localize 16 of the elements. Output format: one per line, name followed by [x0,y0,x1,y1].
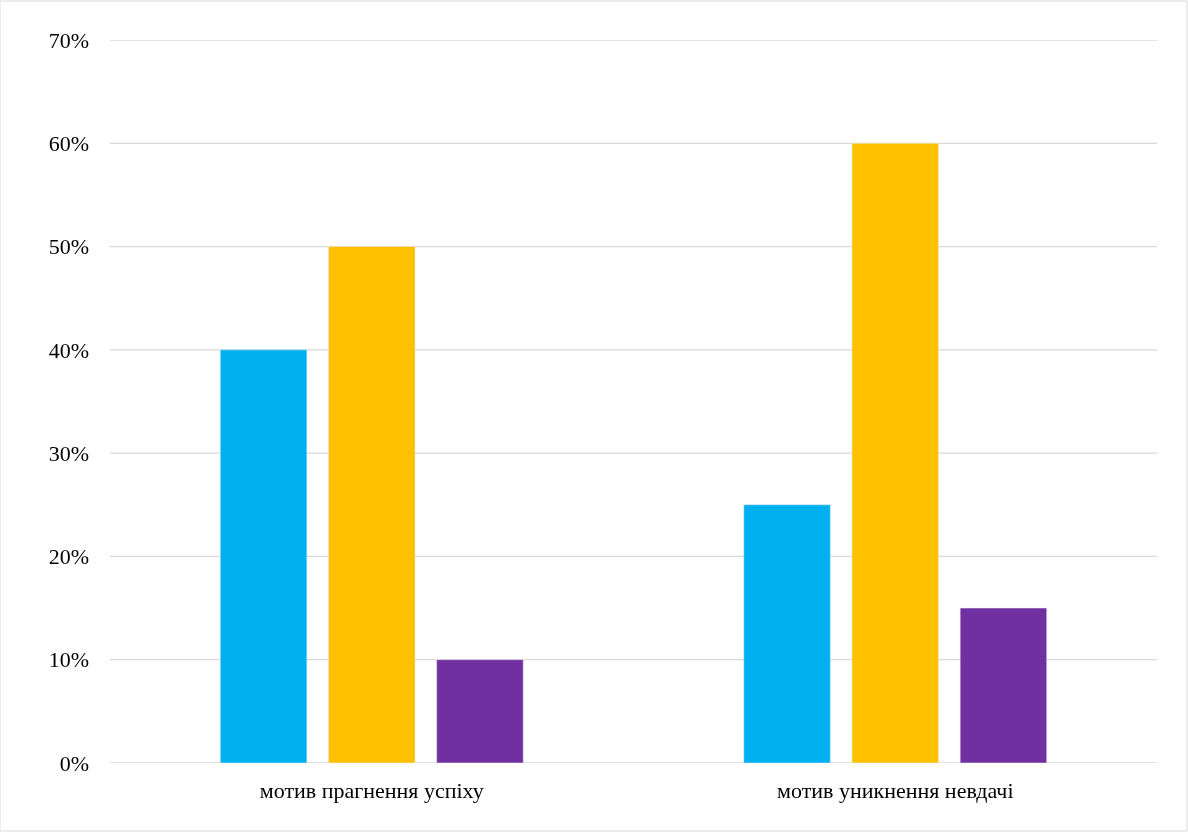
y-tick-label: 20% [48,544,89,570]
y-tick-label: 0% [59,750,89,776]
y-tick-label: 60% [48,130,89,156]
bar [743,504,831,763]
x-tick-label: мотив прагнення успіху [259,778,484,803]
y-tick-label: 10% [48,647,89,673]
x-tick-label: мотив уникнення невдачі [777,778,1014,803]
y-tick-label: 50% [48,234,89,260]
y-tick-label: 30% [48,440,89,466]
y-tick-label: 40% [48,337,89,363]
y-tick-label: 70% [48,27,89,53]
bar [851,143,939,763]
bar [959,607,1047,763]
bar [436,659,524,763]
bar [328,246,416,763]
bar [220,349,308,763]
